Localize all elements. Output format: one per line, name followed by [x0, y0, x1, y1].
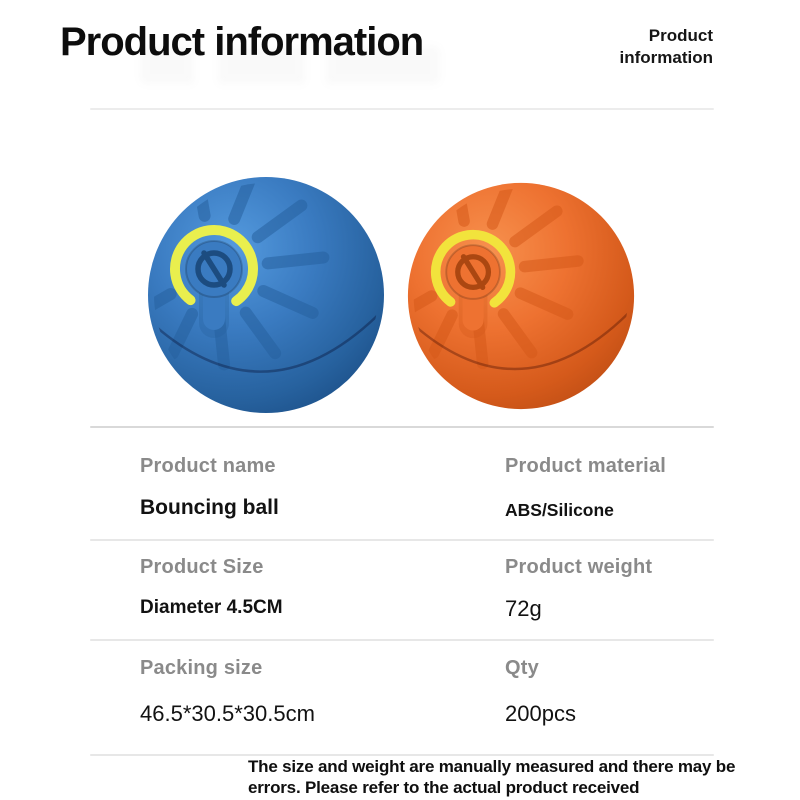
blue-ball-image — [146, 175, 386, 415]
spec-label-qty: Qty — [505, 657, 539, 679]
spec-label-product-weight: Product weight — [505, 556, 653, 578]
disclaimer-text: The size and weight are manually measure… — [248, 757, 748, 798]
power-icon-slash — [201, 250, 227, 288]
spec-value-product-name: Bouncing ball — [140, 496, 279, 519]
blue-ball-illustration — [148, 177, 384, 413]
spec-label-product-name: Product name — [140, 455, 276, 477]
disclaimer-line1: The size and weight are manually measure… — [248, 757, 736, 776]
section-divider — [90, 426, 714, 428]
header-divider — [90, 108, 714, 110]
row-divider — [90, 639, 714, 641]
orange-ball-image — [406, 181, 636, 411]
spec-label-packing-size: Packing size — [140, 657, 263, 679]
power-icon — [195, 250, 233, 288]
power-icon — [455, 254, 492, 291]
spec-value-packing-size: 46.5*30.5*30.5cm — [140, 701, 315, 726]
page-subtitle: Product information — [620, 25, 714, 69]
row-divider — [90, 539, 714, 541]
ball-ridges — [413, 188, 584, 370]
footer-divider — [90, 754, 714, 756]
spec-label-product-size: Product Size — [140, 556, 264, 578]
yellow-ring — [430, 229, 516, 315]
page-title: Product information — [60, 20, 424, 64]
orange-ball-illustration — [407, 182, 635, 410]
spec-value-qty: 200pcs — [505, 701, 576, 726]
spec-value-product-weight: 72g — [505, 596, 542, 621]
spec-value-product-size: Diameter 4.5CM — [140, 597, 283, 618]
page-subtitle-line1: Product — [648, 26, 713, 45]
page-subtitle-line2: information — [619, 48, 714, 67]
yellow-ring — [170, 225, 258, 313]
title-watermark — [140, 46, 440, 84]
spec-value-product-material: ABS/Silicone — [505, 500, 614, 520]
power-icon-slash — [460, 254, 486, 291]
disclaimer-line2: errors. Please refer to the actual produ… — [248, 777, 640, 797]
ball-seam — [413, 312, 629, 371]
spec-label-product-material: Product material — [505, 455, 667, 477]
ball-seam — [154, 314, 378, 373]
